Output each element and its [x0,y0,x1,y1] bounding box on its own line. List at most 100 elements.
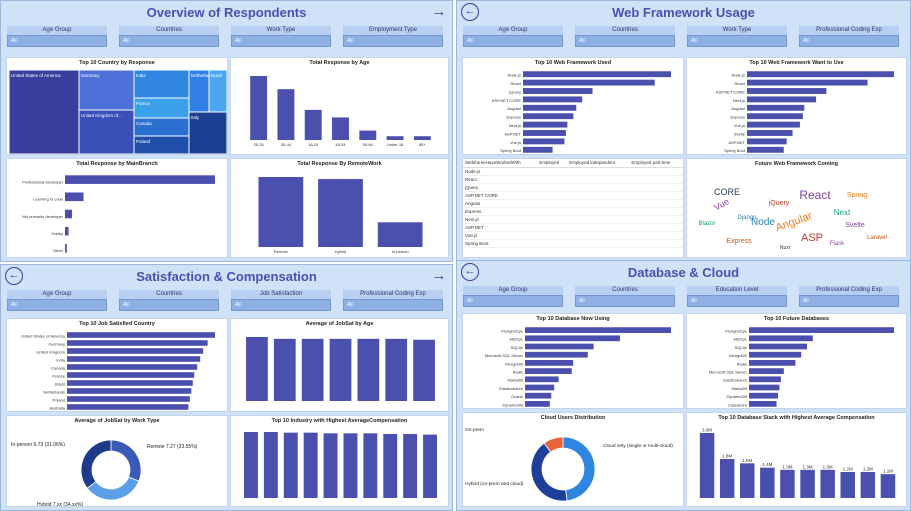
filter-age-group[interactable]: Age Group All [463,26,563,48]
filter-dropdown[interactable]: All [799,295,899,307]
table-cell [629,231,683,240]
treemap-tile [8,69,80,154]
filter-dropdown[interactable]: All [231,299,331,311]
filter-countries[interactable]: Countries All [119,26,219,48]
filter-dropdown[interactable]: All [687,295,787,307]
category-label: Next.js [509,123,521,128]
arrow-left-icon[interactable]: ← [461,3,479,21]
bar [523,138,565,145]
bar [263,432,278,498]
bar [523,96,583,103]
filter-dropdown[interactable]: All [463,295,563,307]
category-label: Redis [513,369,523,374]
filter-age-group[interactable]: Age Group All [7,26,107,48]
filter-dropdown[interactable]: All [575,35,675,47]
category-label: Hybrid [335,249,347,254]
bar [699,433,715,498]
filter-dropdown[interactable]: All [7,35,107,47]
table-header[interactable]: Employed part-time [629,159,683,168]
filter-dropdown[interactable]: All [119,35,219,47]
bar [749,401,777,407]
filter-employment-type[interactable]: Employment Type All [343,26,443,48]
bar [67,396,190,402]
filter-professional-coding-exp[interactable]: Professional Coding Exp All [799,286,899,308]
table-cell [567,191,630,200]
panel-database: Database & Cloud ← Age Group All Countries… [456,260,911,511]
bar [760,467,775,498]
want-card: Top 10 Web Framework Want to Use Node.js… [686,57,907,155]
table-cell: Node.js [463,167,538,176]
table-cell: Express [463,207,538,216]
bar-value-label: 1.2M [863,467,873,472]
category-label: MySQL [510,337,524,342]
filter-age-group[interactable]: Age Group All [7,290,107,312]
chart-title: Top 10 Database Stack with Highest Avera… [718,415,875,421]
filter-dropdown[interactable]: All [231,35,331,47]
category-label: Poland [53,397,65,402]
db-card: Top 10 Database Now Using PostgreSQL MySQ… [462,313,684,409]
filter-countries[interactable]: Countries All [119,290,219,312]
category-label: DynamoDB [727,394,748,399]
table-cell [629,199,683,208]
filter-label: Education Level [687,286,787,295]
filter-dropdown[interactable]: All [575,295,675,307]
arrow-right-icon[interactable]: → [431,3,447,20]
bar [386,136,404,140]
category-label: Node.js [731,73,745,78]
chart-title: Cloud Users Distribution [540,415,606,421]
donut-card: Average of JobSat by Work Type In-person… [6,415,228,507]
filter-work-type[interactable]: Work Type All [687,26,787,48]
future-db-chart: PostgreSQL MySQL SQLite MongoDB Redis Microso… [709,327,894,407]
panel-title: Web Framework Usage [612,5,755,20]
category-label: Australia [49,405,65,410]
category-label: Canada [51,365,66,370]
filter-dropdown[interactable]: All [799,35,899,47]
word-cloud-word: React [799,188,831,202]
bar [747,130,793,136]
arrow-left-icon[interactable]: ← [5,267,23,285]
bar [377,222,423,247]
filter-dropdown[interactable]: All [7,299,107,311]
category-label: Vue.js [510,140,521,145]
filter-professional-coding-exp[interactable]: Professional Coding Exp All [799,26,899,48]
table-header[interactable]: Employed [537,159,568,168]
treemap-label: Canada [136,121,152,126]
filter-label: Work Type [687,26,787,35]
bar [329,338,352,401]
table-header[interactable]: WebframeHaveWorkedWith [463,159,538,168]
filter-education-level[interactable]: Education Level All [687,286,787,308]
sat-card: Top 10 Job Satisfied Country United Stat… [6,318,228,412]
arrow-left-icon[interactable]: ← [461,263,479,281]
bar [747,146,784,153]
table-cell [567,215,630,224]
arrow-right-icon[interactable]: → [431,267,447,284]
table-row: Node.js [463,167,683,176]
filter-dropdown[interactable]: All [343,299,443,311]
table-cell [629,239,683,248]
filter-work-type[interactable]: Work Type All [231,26,331,48]
bar [749,360,796,366]
category-label: 55-64 [363,142,374,147]
bar [277,89,295,140]
filter-age-group[interactable]: Age Group All [463,286,563,308]
filter-countries[interactable]: Countries All [575,286,675,308]
table-cell [567,223,630,232]
bar [719,459,735,498]
filter-dropdown[interactable]: All [687,35,787,47]
category-label: SQLite [735,345,748,350]
table-header[interactable]: Employed independent [567,159,630,168]
filter-dropdown[interactable]: All [119,299,219,311]
framework-table-card: WebframeHaveWorkedWith Employed Employed i… [462,158,684,258]
filter-dropdown[interactable]: All [463,35,563,47]
table-cell [567,183,630,192]
filter-professional-coding-exp[interactable]: Professional Coding Exp All [343,290,443,312]
category-label: MariaDB [731,386,747,391]
table-row: jQuery [463,183,683,192]
bar [749,376,781,383]
category-label: 35-44 [281,142,292,147]
filter-job-satisfaction[interactable]: Job Satisfaction All [231,290,331,312]
word-cloud-word: Next [834,208,851,217]
filter-dropdown[interactable]: All [343,35,443,47]
filter-countries[interactable]: Countries All [575,26,675,48]
bar [243,432,258,498]
